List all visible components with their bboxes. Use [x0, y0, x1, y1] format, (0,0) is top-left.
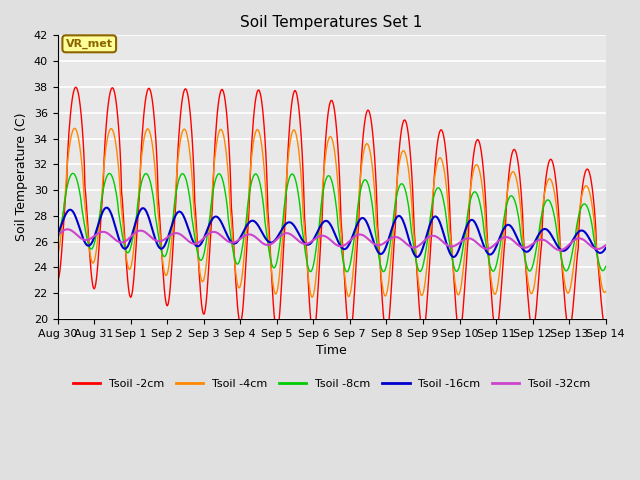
Tsoil -4cm: [400, 148, 408, 154]
Tsoil -8cm: [602, 264, 609, 269]
Tsoil -16cm: [102, 205, 110, 211]
Line: Tsoil -16cm: Tsoil -16cm: [58, 208, 605, 257]
Tsoil -32cm: [415, 243, 423, 249]
Tsoil -2cm: [54, 277, 61, 283]
Tsoil -32cm: [63, 227, 71, 232]
Tsoil -4cm: [121, 240, 129, 245]
Tsoil -4cm: [205, 229, 213, 235]
Tsoil -2cm: [205, 255, 213, 261]
Tsoil -4cm: [70, 125, 78, 131]
Tsoil -8cm: [344, 269, 351, 275]
Tsoil -16cm: [413, 254, 421, 260]
Line: Tsoil -2cm: Tsoil -2cm: [58, 87, 605, 335]
Tsoil -4cm: [54, 253, 61, 259]
Tsoil -32cm: [556, 247, 564, 253]
Tsoil -32cm: [399, 238, 407, 243]
Tsoil -8cm: [177, 173, 184, 179]
Tsoil -32cm: [121, 239, 129, 244]
Tsoil -16cm: [416, 252, 424, 258]
Tsoil -16cm: [63, 209, 71, 215]
Tsoil -2cm: [121, 233, 129, 239]
Tsoil -16cm: [602, 245, 609, 251]
Tsoil -32cm: [177, 231, 184, 237]
Line: Tsoil -8cm: Tsoil -8cm: [58, 173, 605, 272]
Tsoil -8cm: [205, 219, 213, 225]
Tsoil -32cm: [65, 227, 72, 232]
Tsoil -2cm: [602, 326, 609, 332]
Tsoil -16cm: [205, 222, 213, 228]
Tsoil -2cm: [416, 309, 424, 315]
Tsoil -8cm: [63, 182, 71, 188]
Y-axis label: Soil Temperature (C): Soil Temperature (C): [15, 113, 28, 241]
X-axis label: Time: Time: [316, 344, 347, 357]
Tsoil -2cm: [63, 156, 71, 161]
Title: Soil Temperatures Set 1: Soil Temperatures Set 1: [241, 15, 423, 30]
Tsoil -32cm: [602, 242, 609, 248]
Tsoil -8cm: [121, 244, 129, 250]
Tsoil -16cm: [177, 209, 184, 215]
Tsoil -4cm: [308, 294, 316, 300]
Tsoil -8cm: [54, 238, 61, 244]
Tsoil -8cm: [69, 170, 77, 176]
Tsoil -4cm: [63, 161, 71, 167]
Tsoil -2cm: [400, 118, 408, 124]
Text: VR_met: VR_met: [66, 39, 113, 49]
Tsoil -2cm: [72, 84, 79, 90]
Tsoil -8cm: [416, 268, 424, 274]
Tsoil -4cm: [602, 288, 609, 294]
Tsoil -8cm: [400, 183, 408, 189]
Tsoil -16cm: [399, 217, 407, 223]
Line: Tsoil -4cm: Tsoil -4cm: [58, 128, 605, 297]
Legend: Tsoil -2cm, Tsoil -4cm, Tsoil -8cm, Tsoil -16cm, Tsoil -32cm: Tsoil -2cm, Tsoil -4cm, Tsoil -8cm, Tsoi…: [68, 374, 595, 393]
Tsoil -16cm: [121, 246, 129, 252]
Tsoil -16cm: [54, 232, 61, 238]
Tsoil -2cm: [177, 114, 184, 120]
Tsoil -32cm: [205, 230, 213, 236]
Tsoil -32cm: [54, 233, 61, 239]
Tsoil -2cm: [310, 332, 317, 338]
Tsoil -4cm: [177, 138, 184, 144]
Line: Tsoil -32cm: Tsoil -32cm: [58, 229, 605, 250]
Tsoil -4cm: [416, 287, 424, 293]
